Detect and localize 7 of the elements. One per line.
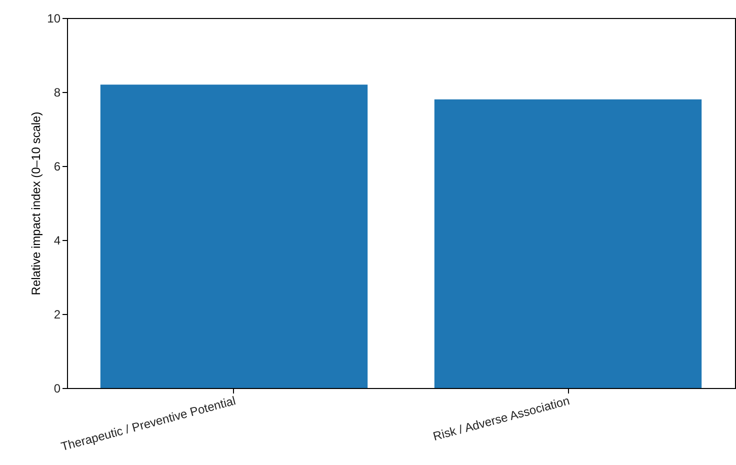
y-tick-label: 6 [54, 160, 61, 174]
y-tick-label: 8 [54, 86, 61, 100]
y-tick-label: 0 [54, 382, 61, 396]
y-tick-label: 2 [54, 308, 61, 322]
y-tick-label: 4 [54, 234, 61, 248]
y-tick-label: 10 [47, 12, 61, 26]
y-axis-title: Relative impact index (0–10 scale) [29, 112, 44, 296]
